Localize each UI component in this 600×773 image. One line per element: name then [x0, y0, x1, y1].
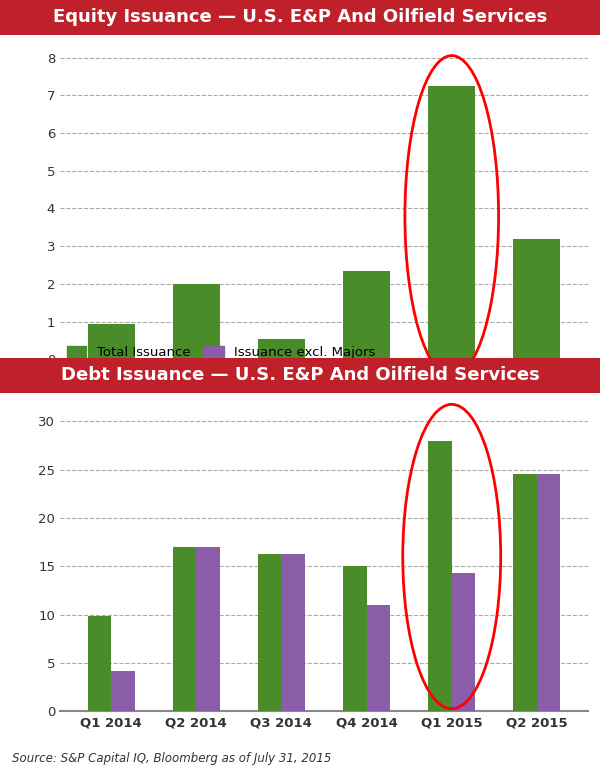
Bar [514, 239, 560, 359]
Y-axis label: Billions ($): Billions ($) [13, 19, 83, 32]
Bar [173, 547, 196, 711]
Bar [111, 670, 134, 711]
Bar [281, 553, 305, 711]
Bar [537, 475, 560, 711]
Bar [343, 566, 367, 711]
Bar [428, 86, 475, 359]
Bar [514, 475, 537, 711]
Bar [452, 573, 475, 711]
Text: Equity Issuance — U.S. E&P And Oilfield Services: Equity Issuance — U.S. E&P And Oilfield … [53, 9, 547, 26]
Bar [88, 617, 111, 711]
Bar [343, 271, 390, 359]
Bar [88, 324, 134, 359]
Bar [367, 604, 390, 711]
Bar [258, 553, 281, 711]
Bar [173, 284, 220, 359]
Text: Source: S&P Capital IQ, Bloomberg as of July 31, 2015: Source: S&P Capital IQ, Bloomberg as of … [12, 752, 331, 765]
Legend: Total Issuance, Issuance excl. Majors: Total Issuance, Issuance excl. Majors [61, 341, 381, 365]
Y-axis label: Billions ($): Billions ($) [13, 376, 83, 390]
Bar [258, 339, 305, 359]
Bar [196, 547, 220, 711]
Text: Debt Issuance — U.S. E&P And Oilfield Services: Debt Issuance — U.S. E&P And Oilfield Se… [61, 366, 539, 384]
Bar [428, 441, 452, 711]
